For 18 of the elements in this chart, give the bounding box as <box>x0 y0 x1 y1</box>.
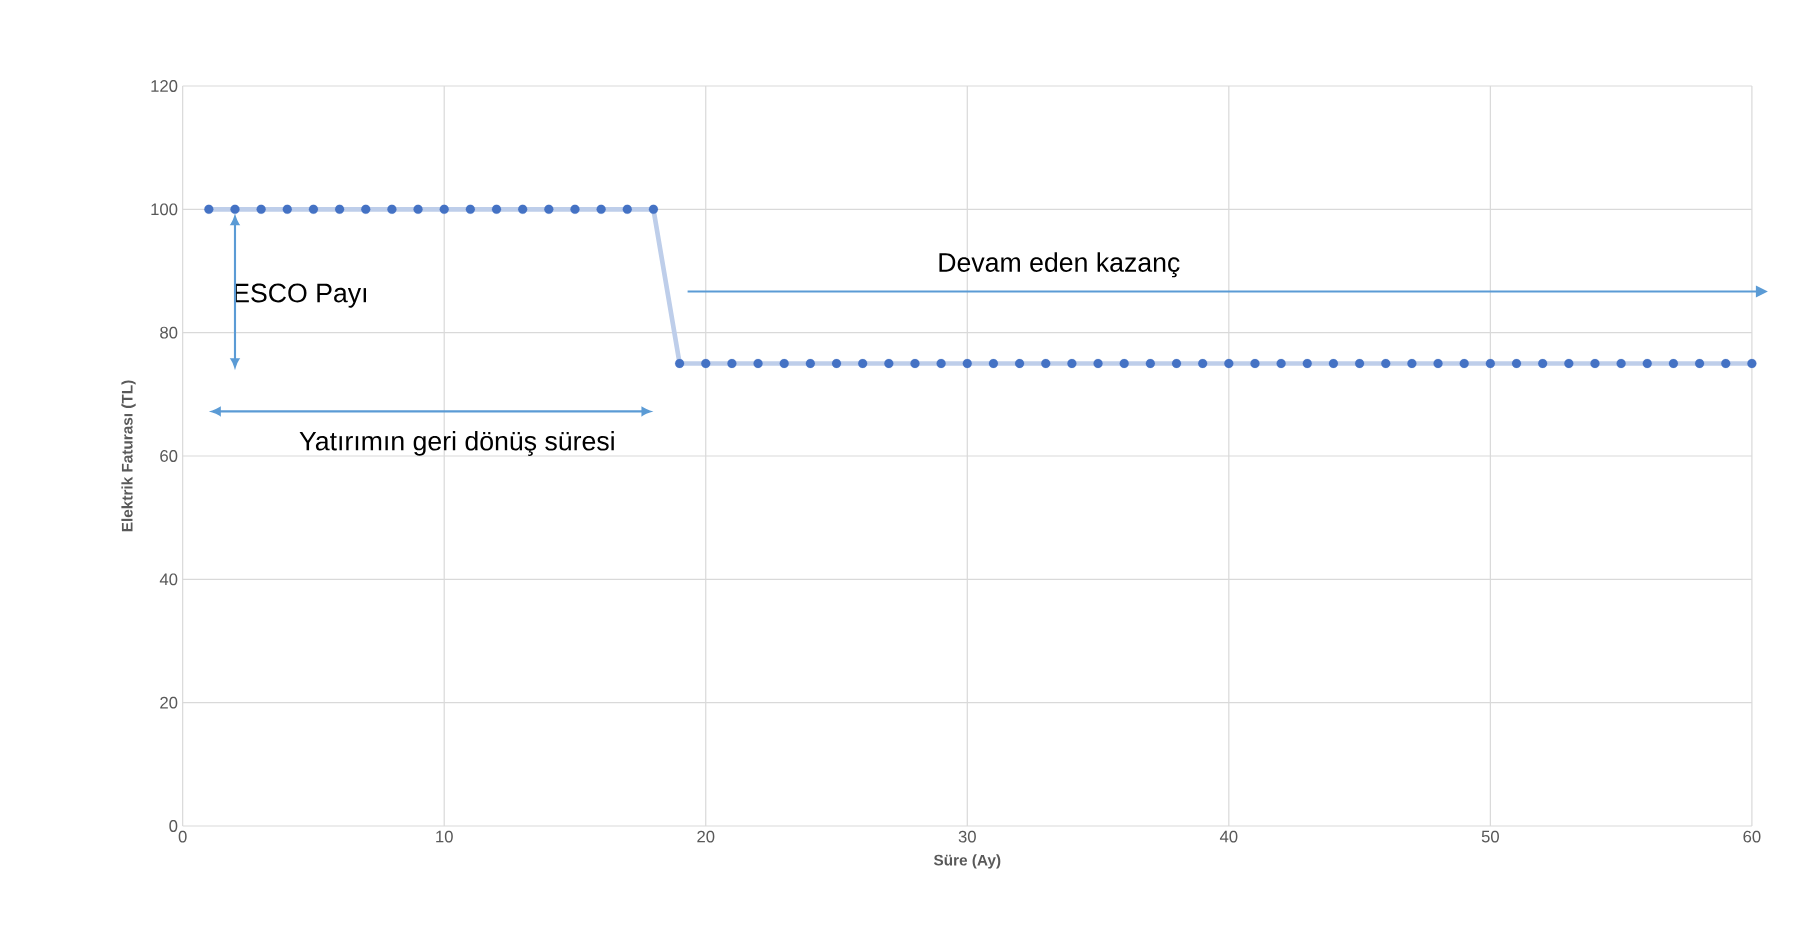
x-tick-label: 0 <box>178 830 187 843</box>
annotation: Yatırımın geri dönüş süresi <box>299 430 614 456</box>
y-tick-label: 40 <box>159 573 178 586</box>
x-axis-title: Süre (Ay) <box>933 854 1001 869</box>
y-tick-label: 60 <box>160 450 178 462</box>
y-axis-title: Elektrik Faturası (TL) <box>121 380 136 532</box>
x-tick-label: 50 <box>1481 830 1499 843</box>
x-tick-label: 20 <box>697 830 715 843</box>
y-tick-label: 20 <box>160 696 178 709</box>
annotation: Devam eden kazanç <box>939 252 1180 278</box>
y-tick-label: 120 <box>151 80 178 92</box>
x-tick-label: 30 <box>958 830 976 843</box>
x-tick-label: 10 <box>436 830 453 843</box>
x-tick-label: 40 <box>1219 830 1238 843</box>
y-tick-label: 80 <box>160 326 178 339</box>
y-tick-label: 0 <box>169 820 178 832</box>
x-tick-label: 60 <box>1743 830 1761 843</box>
y-tick-label: 100 <box>151 203 178 216</box>
